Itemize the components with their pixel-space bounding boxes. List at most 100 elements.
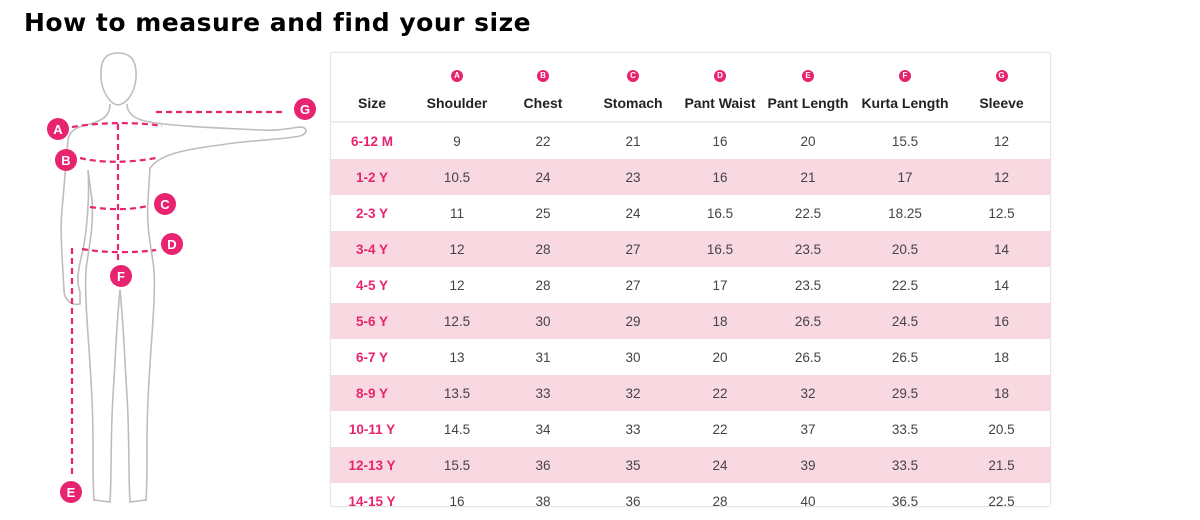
table-row: 4-5 Y 12 28 27 17 23.5 22.5 14: [331, 267, 1050, 303]
marker-g-icon: G: [294, 98, 316, 120]
size-cell: 14-15 Y: [348, 493, 396, 509]
measurement-cell: 29: [585, 303, 681, 339]
column-label: Size: [357, 95, 386, 111]
size-cell: 12-13 Y: [331, 447, 413, 483]
measurement-cell: 23: [585, 159, 681, 195]
marker-e-icon: E: [60, 481, 82, 503]
marker-c-icon: C: [154, 193, 176, 215]
measurement-cell: 30: [625, 349, 641, 365]
table-row: 5-6 Y 12.5 30 29 18 26.5 24.5 16: [331, 303, 1050, 339]
measurement-cell: 22: [535, 133, 551, 149]
page-title: How to measure and find your size: [24, 8, 532, 37]
column-header: B Chest: [501, 53, 585, 123]
size-cell: 4-5 Y: [355, 277, 389, 293]
size-cell: 6-12 M: [350, 133, 394, 149]
measurement-cell: 20: [712, 349, 728, 365]
svg-text:E: E: [67, 485, 76, 500]
measurement-cell: 32: [585, 375, 681, 411]
measurement-cell: 17: [857, 159, 953, 195]
size-cell: 10-11 Y: [348, 421, 396, 437]
measurement-cell: 18: [953, 375, 1050, 411]
measurement-cell: 22.5: [794, 205, 822, 221]
measurement-cell: 38: [535, 493, 551, 509]
measurement-cell: 36.5: [891, 493, 919, 509]
column-header: A Shoulder: [413, 53, 501, 123]
column-label: Sleeve: [979, 95, 1024, 111]
svg-text:D: D: [167, 237, 176, 252]
measurement-cell: 16: [449, 493, 465, 509]
measurement-cell: 31: [535, 349, 551, 365]
body-measurement-figure: A B C D E F G: [47, 52, 316, 503]
column-label: Stomach: [603, 95, 663, 111]
table-row: 2-3 Y 11 25 24 16.5 22.5 18.25 12.5: [331, 195, 1050, 231]
column-header: E Pant Length: [759, 53, 857, 123]
size-chart-table: Size A Shoulder B Chest C Stomach D Pant Waist E P…: [330, 52, 1051, 509]
measurement-cell: 29.5: [857, 375, 953, 411]
svg-text:A: A: [53, 122, 63, 137]
measurement-cell: 40: [800, 493, 816, 509]
measurement-cell: 28: [535, 277, 551, 293]
measurement-cell: 36: [501, 447, 585, 483]
measurement-cell: 20: [800, 133, 816, 149]
column-header: C Stomach: [585, 53, 681, 123]
svg-text:G: G: [300, 102, 310, 117]
measurement-cell: 27: [625, 277, 641, 293]
measurement-cell: 33.5: [857, 447, 953, 483]
measurement-cell: 23.5: [794, 277, 822, 293]
measurement-cell: 32: [759, 375, 857, 411]
measurement-cell: 9: [453, 133, 461, 149]
measurement-cell: 36: [625, 493, 641, 509]
measurement-cell: 14: [993, 277, 1010, 293]
column-header: G Sleeve: [953, 53, 1050, 123]
measurement-cell: 21: [759, 159, 857, 195]
measurement-cell: 24.5: [857, 303, 953, 339]
marker-badge-icon: D: [714, 70, 726, 82]
measurement-cell: 12: [993, 133, 1010, 149]
column-label: Pant Waist: [684, 95, 756, 111]
measurement-cell: 28: [501, 231, 585, 267]
column-label: Shoulder: [426, 95, 488, 111]
size-cell: 1-2 Y: [331, 159, 413, 195]
measurement-cell: 12: [413, 231, 501, 267]
measurement-cell: 26.5: [759, 303, 857, 339]
measurement-cell: 14.5: [443, 421, 471, 437]
measurement-cell: 39: [759, 447, 857, 483]
marker-badge-icon: F: [899, 70, 911, 82]
size-cell: 8-9 Y: [331, 375, 413, 411]
measurement-cell: 16.5: [706, 205, 734, 221]
measurement-cell: 21: [625, 133, 641, 149]
measurement-cell: 28: [712, 493, 728, 509]
measurement-cell: 12: [449, 277, 465, 293]
marker-badge-icon: C: [627, 70, 639, 82]
measurement-cell: 22: [681, 375, 759, 411]
column-header: F Kurta Length: [857, 53, 953, 123]
measurement-cell: 16.5: [681, 231, 759, 267]
marker-d-icon: D: [161, 233, 183, 255]
table-row: 8-9 Y 13.5 33 32 22 32 29.5 18: [331, 375, 1050, 411]
column-label: Pant Length: [767, 95, 849, 111]
measurement-cell: 22: [712, 421, 728, 437]
marker-badge-icon: B: [537, 70, 549, 82]
marker-a-icon: A: [47, 118, 69, 140]
table-row: 10-11 Y 14.5 34 33 22 37 33.5 20.5: [331, 411, 1050, 447]
marker-badges: A B C D E F G: [47, 98, 316, 503]
measurement-cell: 25: [535, 205, 551, 221]
marker-badge-icon: A: [451, 70, 463, 82]
table-row: 14-15 Y 16 38 36 28 40 36.5 22.5: [331, 483, 1050, 519]
table-row: 6-7 Y 13 31 30 20 26.5 26.5 18: [331, 339, 1050, 375]
measurement-cell: 24: [681, 447, 759, 483]
size-cell: 2-3 Y: [355, 205, 389, 221]
measurement-cell: 12.5: [988, 205, 1015, 221]
measurement-cell: 13: [449, 349, 465, 365]
column-label: Chest: [523, 95, 563, 111]
measurement-cell: 24: [501, 159, 585, 195]
measurement-cell: 10.5: [413, 159, 501, 195]
marker-badge-icon: E: [802, 70, 814, 82]
table-row: 3-4 Y 12 28 27 16.5 23.5 20.5 14: [331, 231, 1050, 267]
svg-text:B: B: [61, 153, 70, 168]
measurement-cell: 16: [953, 303, 1050, 339]
measurement-lines: [70, 110, 285, 478]
measurement-cell: 14: [953, 231, 1050, 267]
measurement-cell: 26.5: [891, 349, 919, 365]
measurement-cell: 35: [585, 447, 681, 483]
